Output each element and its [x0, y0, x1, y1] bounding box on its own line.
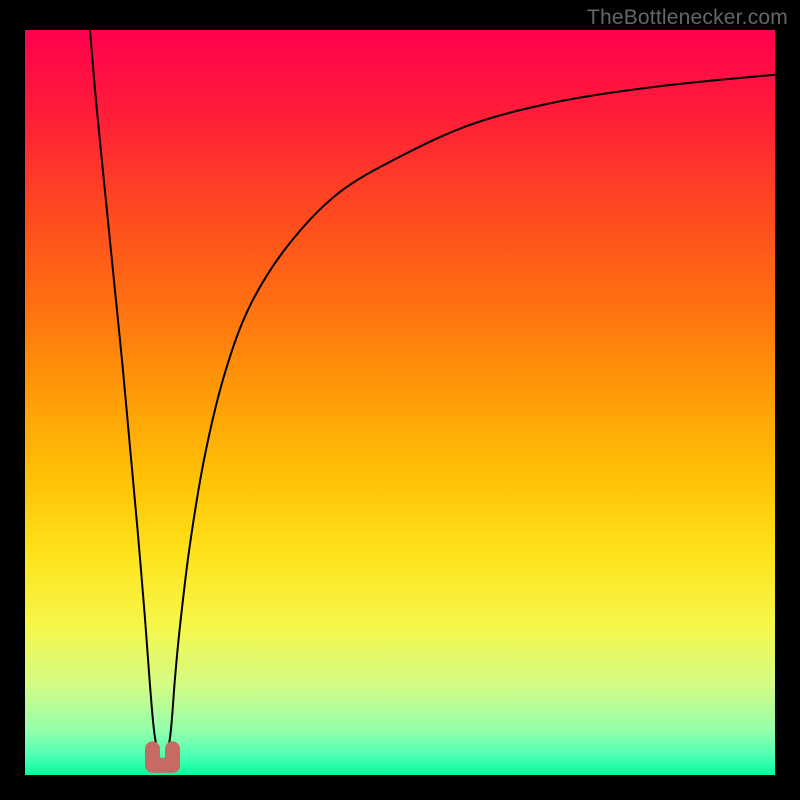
- watermark-text: TheBottlenecker.com: [587, 6, 788, 30]
- bottleneck-curve-chart: [0, 0, 800, 800]
- gradient-background: [25, 30, 775, 775]
- chart-container: TheBottlenecker.com: [0, 0, 800, 800]
